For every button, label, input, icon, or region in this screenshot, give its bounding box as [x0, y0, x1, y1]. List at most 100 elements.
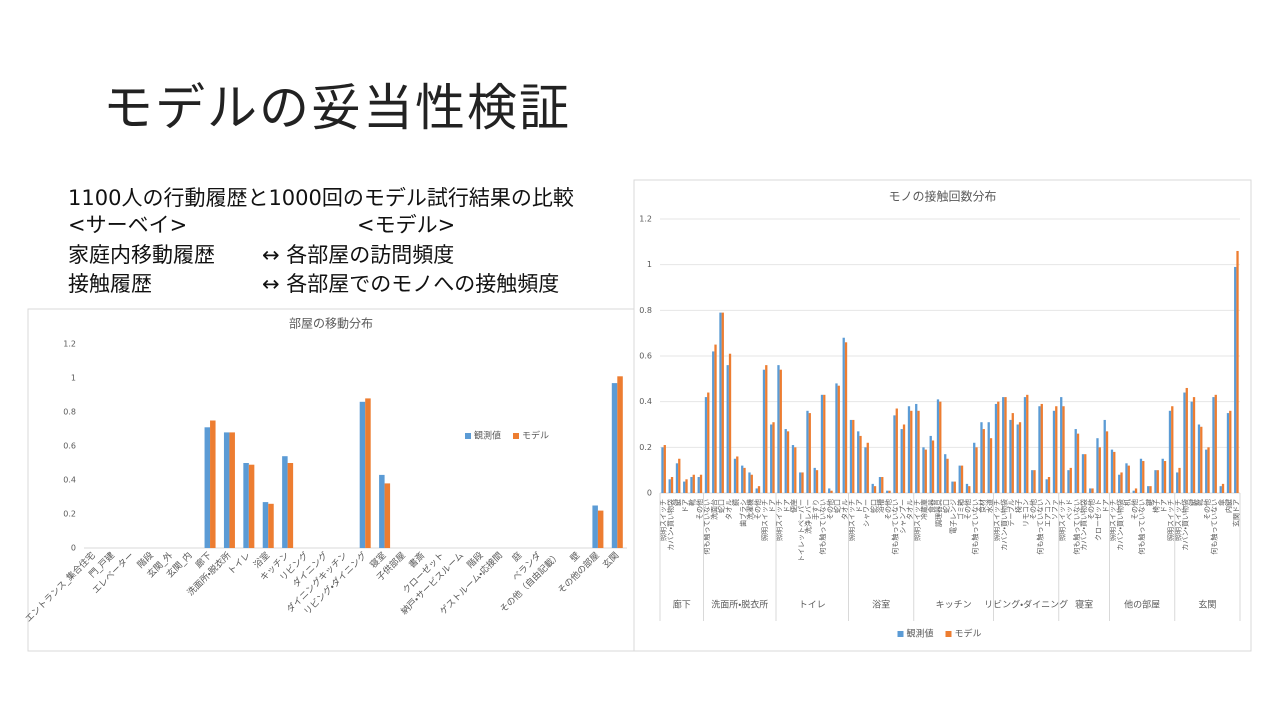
- bar: [1047, 477, 1051, 493]
- x-tick-label: その他: [695, 499, 704, 520]
- bar: [1142, 461, 1145, 493]
- x-tick-label: 内鍵: [1224, 499, 1233, 513]
- bar: [1081, 454, 1085, 493]
- bar: [820, 394, 824, 493]
- bar: [282, 456, 288, 548]
- x-tick-label: 手すり: [811, 499, 820, 520]
- bar: [1214, 394, 1217, 493]
- bar: [975, 447, 978, 493]
- x-tick-label: 何も触っていない: [1137, 499, 1146, 555]
- heading: 1100人の行動履歴と1000回のモデル試行結果の比較: [68, 186, 574, 210]
- bar: [944, 454, 947, 493]
- y-tick-label: 0.6: [639, 352, 652, 361]
- group-label: 浴室: [872, 599, 890, 611]
- bar: [675, 463, 679, 493]
- text: <サーベイ>: [68, 213, 188, 237]
- bar: [1192, 397, 1196, 493]
- bar: [931, 440, 935, 493]
- bar: [1185, 387, 1188, 493]
- bar: [929, 435, 932, 493]
- bar: [1132, 490, 1135, 493]
- x-tick-label: テーブル: [1007, 499, 1016, 527]
- x-tick-label: 歯ブラシ: [738, 499, 747, 527]
- bar: [692, 474, 695, 493]
- bar: [685, 479, 688, 493]
- bar: [772, 422, 775, 493]
- text: 家庭内移動履歴: [68, 243, 215, 267]
- x-tick-label: 照明スイッチ: [913, 499, 921, 541]
- bar: [965, 483, 969, 493]
- x-tick-label: タオル: [905, 499, 914, 520]
- bar: [1154, 470, 1157, 493]
- x-tick-label: 便座: [789, 499, 798, 513]
- bar: [1236, 250, 1239, 493]
- bar: [750, 474, 753, 493]
- bar: [806, 410, 809, 493]
- group-label: 洗面所・脱衣所: [711, 599, 768, 611]
- bar: [980, 422, 983, 493]
- bar: [1089, 488, 1092, 493]
- bar: [1176, 472, 1179, 493]
- text: ↔ 各部屋の訪問頻度: [262, 243, 455, 267]
- bar: [864, 447, 867, 493]
- bar: [902, 424, 906, 493]
- bar: [958, 465, 961, 493]
- bar: [592, 505, 598, 548]
- bar: [1062, 406, 1065, 493]
- bar: [262, 502, 269, 548]
- x-tick-label: シャワー: [863, 499, 871, 527]
- x-tick-label: 洗面台: [709, 499, 718, 520]
- bar: [721, 312, 724, 493]
- x-tick-label: 何も触っていない: [702, 499, 711, 555]
- y-tick-label: 0.4: [63, 476, 76, 485]
- x-tick-label: ドア: [681, 499, 689, 513]
- bar: [1161, 458, 1164, 493]
- bar: [1127, 465, 1130, 493]
- bar: [611, 383, 618, 548]
- x-tick-label: 鏡: [731, 499, 740, 506]
- x-tick-label: 洗濯機: [746, 499, 755, 520]
- x-tick-label: タオル: [724, 499, 733, 520]
- bar: [951, 481, 954, 493]
- bar: [1197, 424, 1201, 493]
- bar: [1105, 431, 1109, 493]
- x-tick-label: ドア: [855, 499, 863, 513]
- bar: [844, 342, 848, 493]
- x-tick-label: 何も触っていない: [1072, 499, 1081, 555]
- x-tick-label: その他: [1028, 499, 1037, 520]
- bar: [1147, 486, 1150, 493]
- bar: [1002, 397, 1005, 493]
- x-tick-label: 洗浄レバー: [804, 499, 813, 534]
- bar: [866, 442, 869, 493]
- bar: [736, 456, 739, 493]
- bar: [1156, 470, 1159, 493]
- x-tick-label: その他: [1130, 499, 1139, 520]
- x-tick-label: 何も触っていない: [1210, 499, 1219, 555]
- bar: [1234, 266, 1237, 493]
- bar: [786, 431, 790, 493]
- bar: [960, 465, 964, 493]
- bar: [784, 429, 787, 493]
- x-tick-label: 蛇口: [869, 499, 878, 513]
- bar: [859, 435, 862, 493]
- bar: [779, 369, 782, 493]
- group-label: 玄関: [1198, 599, 1216, 611]
- bar: [765, 365, 768, 493]
- x-tick-label: 蛇口: [833, 499, 842, 513]
- bar: [895, 408, 898, 493]
- x-tick-label: 傘: [1218, 499, 1226, 506]
- bar: [808, 413, 811, 493]
- x-tick-label: 照明スイッチ: [1109, 499, 1117, 541]
- x-tick-label: ゴミ箱: [956, 499, 965, 520]
- x-tick-label: 鍵: [1144, 499, 1153, 506]
- bar: [1134, 488, 1138, 493]
- group-label: 他の部屋: [1124, 599, 1160, 611]
- y-tick-label: 0.8: [63, 408, 76, 417]
- group-label: キッチン: [936, 600, 972, 611]
- x-tick-label: タオル: [840, 499, 849, 520]
- bar: [719, 312, 722, 493]
- bar: [379, 474, 385, 548]
- bar: [1149, 486, 1152, 493]
- bar: [835, 383, 838, 493]
